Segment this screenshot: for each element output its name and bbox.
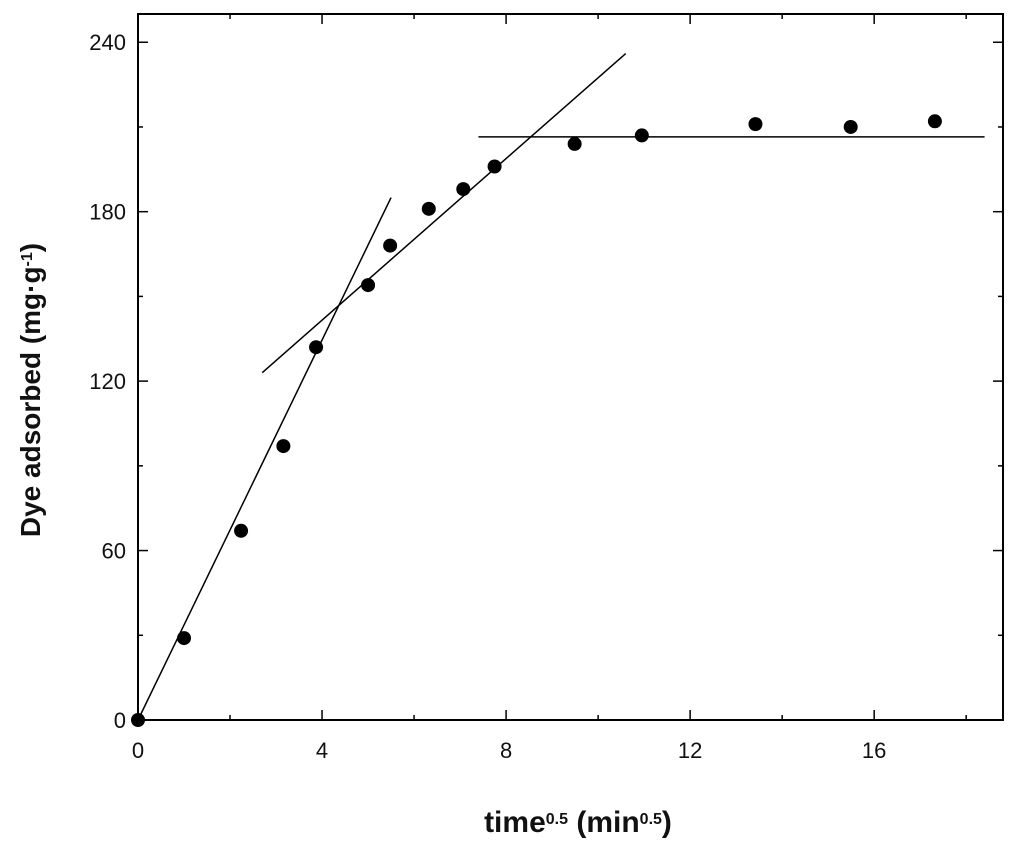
y-tick-label: 240 xyxy=(89,30,126,55)
data-point xyxy=(748,117,763,132)
y-tick-label: 120 xyxy=(89,369,126,394)
y-axis-title-close: ) xyxy=(15,243,46,252)
tick-labels: 0 4 8 12 16 0 60 120 180 240 xyxy=(89,30,886,763)
data-point xyxy=(276,439,291,454)
x-tick-label: 8 xyxy=(500,738,512,763)
data-point xyxy=(383,238,398,253)
fit-line xyxy=(261,52,627,374)
data-point xyxy=(177,631,192,646)
data-point xyxy=(309,340,324,355)
data-point xyxy=(234,523,249,538)
x-axis-title-close: ) xyxy=(662,806,672,839)
x-axis-title-unit: (min xyxy=(568,806,640,839)
data-point xyxy=(456,182,471,197)
data-point xyxy=(131,713,145,727)
data-point xyxy=(634,128,649,143)
data-point xyxy=(487,159,502,174)
y-axis-title: Dye adsorbed (mg·g-1) xyxy=(15,243,46,537)
y-axis-title-sup: -1 xyxy=(19,252,36,266)
plot-area: 0 4 8 12 16 0 60 120 180 240 xyxy=(89,13,1004,763)
x-axis-title-sup: 0.5 xyxy=(546,811,568,828)
data-point xyxy=(927,114,942,129)
y-tick-label: 60 xyxy=(102,539,126,564)
x-tick-label: 0 xyxy=(132,738,144,763)
x-axis-title-unit-sup: 0.5 xyxy=(640,811,662,828)
data-points xyxy=(131,114,942,727)
data-point xyxy=(361,278,376,293)
x-axis-title: time0.5 (min0.5) xyxy=(484,806,672,839)
x-axis-title-main: time xyxy=(484,806,546,839)
x-tick-label: 16 xyxy=(862,738,886,763)
data-point xyxy=(843,119,858,134)
fit-line xyxy=(137,197,392,721)
data-point xyxy=(421,201,436,216)
axis-ticks xyxy=(137,14,1003,721)
y-tick-label: 0 xyxy=(114,708,126,733)
x-tick-label: 4 xyxy=(316,738,328,763)
x-tick-label: 12 xyxy=(678,738,702,763)
data-point xyxy=(567,136,582,151)
fit-lines xyxy=(137,52,985,721)
y-tick-label: 180 xyxy=(89,200,126,225)
y-axis-title-main: Dye adsorbed (mg·g xyxy=(15,266,46,537)
plot-frame xyxy=(137,13,1004,721)
